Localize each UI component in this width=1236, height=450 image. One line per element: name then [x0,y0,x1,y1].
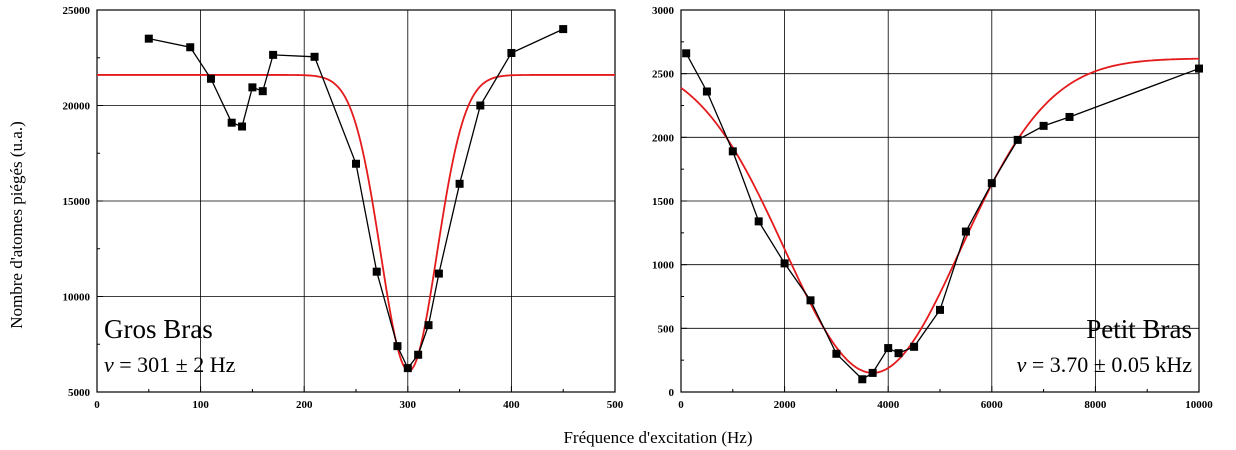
grid-lines [97,10,615,392]
data-point [961,227,970,236]
data-point [403,364,412,373]
y-tick-label: 15000 [63,196,91,208]
y-tick-label: 10000 [63,292,91,304]
data-point [728,147,737,156]
formula-value: = 301 ± 2 Hz [114,352,236,377]
axis-ticks: 0 100 200 300 400 500 5000 10000 15000 20000 25000 [63,5,624,411]
data-point [507,48,516,57]
y-tick-label: 3000 [652,5,675,17]
data-series [144,25,568,373]
data-point [868,368,877,377]
fit-curve [97,74,615,372]
x-tick-label: 10000 [1185,399,1213,411]
x-tick-label: 2000 [774,399,797,411]
data-point [310,52,319,61]
x-tick-label: 200 [296,399,313,411]
data-point [144,34,153,43]
data-point [186,43,195,52]
data-point [227,118,236,127]
formula-symbol: ν [1017,352,1027,377]
data-point [806,296,815,305]
y-tick-label: 2500 [652,69,675,81]
data-point [352,159,360,168]
data-point [206,74,215,83]
x-tick-label: 4000 [877,399,900,411]
data-point [894,349,903,358]
axis-ticks: 0 2000 4000 6000 8000 10000 0 500 1000 1500 2000 25… [652,5,1213,411]
y-tick-label: 25000 [63,5,91,17]
resonance-formula: ν = 3.70 ± 0.05 kHz [1017,352,1193,377]
y-tick-label: 2000 [652,132,675,144]
data-point [258,87,267,96]
x-tick-label: 8000 [1084,399,1107,411]
data-point [269,50,278,59]
data-point [424,321,433,330]
y-tick-label: 5000 [68,387,91,399]
fit-curve [680,57,1200,374]
y-tick-label: 20000 [63,101,91,113]
panel-petit-bras: 0 2000 4000 6000 8000 10000 0 500 1000 1500 2000 25… [652,5,1213,411]
fit-line [97,74,615,372]
data-point [238,122,247,131]
data-point [1039,121,1048,130]
x-tick-label: 400 [503,399,520,411]
y-tick-label: 0 [669,387,675,399]
data-series [682,49,1203,384]
data-point [414,350,423,359]
data-point [754,217,763,226]
data-point [372,267,381,276]
data-point [682,49,691,58]
data-point [1013,135,1022,144]
data-point [987,179,996,188]
data-point [858,375,867,384]
resonance-formula: ν = 301 ± 2 Hz [104,352,236,377]
panel-label: Petit Bras [1086,314,1192,344]
data-point [1195,64,1203,73]
x-tick-label: 300 [400,399,417,411]
x-tick-label: 500 [607,399,624,411]
y-axis-title: Nombre d'atomes piégés (u.a.) [7,121,26,328]
data-point [910,342,919,351]
data-point [393,342,402,351]
x-tick-label: 0 [678,399,684,411]
data-point [559,25,568,34]
panel-label: Gros Bras [104,314,213,344]
data-point [455,179,464,188]
x-axis-title: Fréquence d'excitation (Hz) [563,428,752,447]
data-point [476,101,485,110]
data-point [702,87,711,96]
data-point [248,83,257,92]
x-tick-label: 100 [192,399,209,411]
data-point [434,269,443,278]
y-tick-label: 1000 [652,260,675,272]
data-point [936,305,944,314]
x-tick-label: 6000 [981,399,1004,411]
panel-gros-bras: 0 100 200 300 400 500 5000 10000 15000 20000 25000… [63,5,624,411]
fit-line [680,57,1200,374]
formula-value: = 3.70 ± 0.05 kHz [1026,352,1192,377]
y-tick-label: 500 [658,323,675,335]
formula-symbol: ν [104,352,114,377]
y-tick-label: 1500 [652,196,675,208]
grid-lines [681,10,1199,392]
data-point [1065,112,1074,121]
x-tick-label: 0 [94,399,100,411]
data-point [884,344,893,353]
data-point [832,349,841,358]
data-point [780,259,789,268]
